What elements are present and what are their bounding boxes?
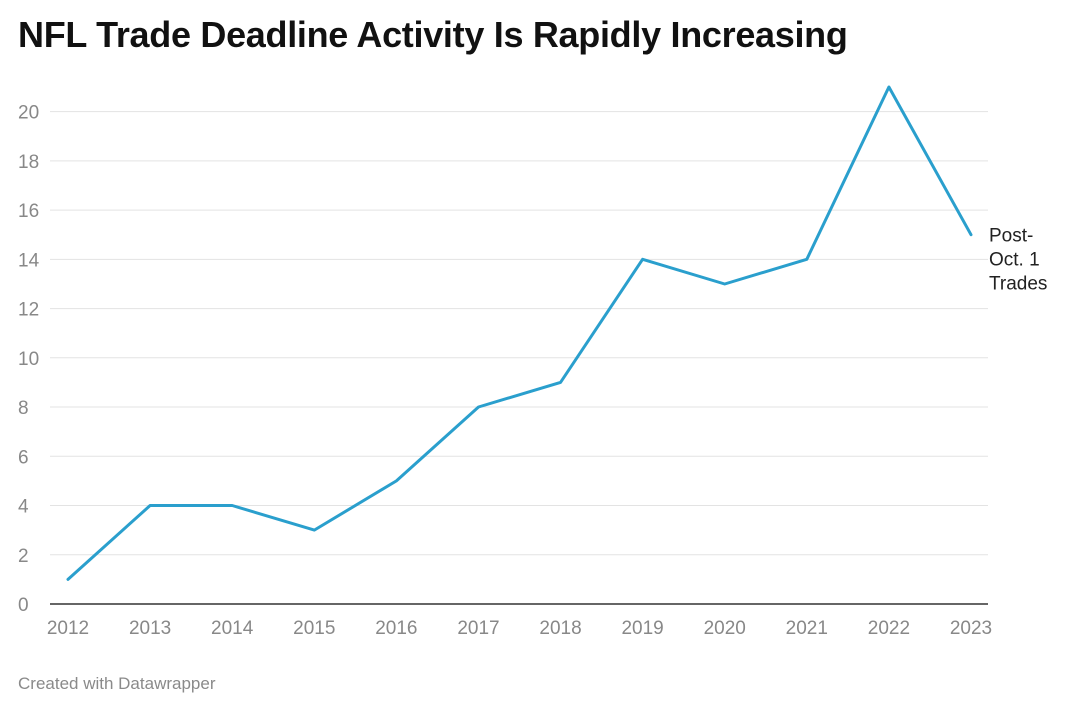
- y-tick-label: 2: [18, 546, 29, 567]
- series-label-line: Post-: [989, 226, 1033, 247]
- x-tick-label: 2015: [293, 618, 335, 639]
- y-tick-label: 4: [18, 497, 29, 518]
- y-tick-label: 6: [18, 447, 29, 468]
- series-label-line: Oct. 1: [989, 250, 1040, 271]
- series-label-line: Trades: [989, 274, 1047, 295]
- series-line-post-oct-1-trades: [66, 85, 973, 581]
- y-tick-label: 18: [18, 152, 39, 173]
- x-tick-label: 2020: [704, 618, 746, 639]
- x-tick-label: 2016: [375, 618, 417, 639]
- x-tick-label: 2013: [129, 618, 171, 639]
- x-tick-label: 2022: [868, 618, 910, 639]
- x-tick-label: 2021: [786, 618, 828, 639]
- chart-title: NFL Trade Deadline Activity Is Rapidly I…: [18, 14, 848, 55]
- y-tick-label: 10: [18, 349, 39, 370]
- gridlines: [50, 111, 988, 556]
- datawrapper-credit: Created with Datawrapper: [18, 674, 216, 693]
- y-tick-label: 16: [18, 201, 39, 222]
- y-tick-label: 14: [18, 250, 40, 271]
- x-tick-label: 2014: [211, 618, 254, 639]
- y-tick-label: 0: [18, 595, 29, 616]
- x-tick-label: 2018: [539, 618, 581, 639]
- x-axis-tick-labels: 2012 2013 2014 2015 2016 2017 2018 2019 2020 2021…: [47, 618, 992, 639]
- y-axis-tick-labels: 0 2 4 6 8 10 12 14 16 18 20: [18, 103, 40, 616]
- y-tick-label: 8: [18, 398, 29, 419]
- series-label: Post- Oct. 1 Trades: [989, 226, 1047, 295]
- x-tick-label: 2012: [47, 618, 89, 639]
- x-tick-label: 2019: [621, 618, 663, 639]
- y-tick-label: 12: [18, 300, 39, 321]
- x-tick-label: 2017: [457, 618, 499, 639]
- x-tick-label: 2023: [950, 618, 992, 639]
- y-tick-label: 20: [18, 103, 39, 124]
